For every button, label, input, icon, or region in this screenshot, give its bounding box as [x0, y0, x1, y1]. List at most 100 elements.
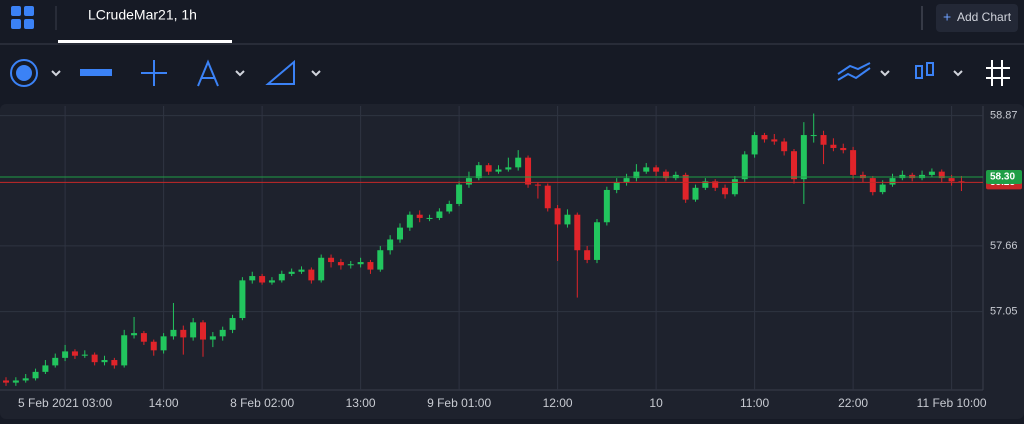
chart-panel [0, 104, 1024, 419]
fib-tool-button[interactable] [265, 59, 295, 85]
chart-tab[interactable]: LCrudeMar21, 1h [88, 7, 197, 23]
x-tick-label: 13:00 [346, 396, 376, 410]
candle-body [682, 174, 689, 200]
candle-body [288, 271, 295, 274]
candle-body [229, 318, 236, 330]
interval-button[interactable] [10, 59, 38, 87]
y-tick-label: 58.87 [990, 110, 1018, 122]
candle-body [810, 135, 817, 137]
candle-body [869, 178, 876, 193]
candle-body [268, 280, 275, 283]
candle-body [672, 174, 679, 179]
candle-body [741, 154, 748, 180]
candle-body [643, 167, 650, 172]
candle-body [71, 351, 78, 356]
tab-underline [58, 40, 232, 43]
candle-body [377, 250, 384, 270]
candle-body [131, 333, 138, 336]
candle-body [308, 269, 315, 281]
candle-body [406, 214, 413, 228]
candle-body [200, 322, 206, 340]
price-tag-label: 58.30 [990, 172, 1015, 183]
candle-body [150, 341, 157, 351]
candle-body [170, 329, 177, 337]
candle-body [91, 354, 98, 363]
candle-body [712, 181, 719, 188]
candle-body [623, 178, 630, 183]
dropdown[interactable] [51, 70, 61, 77]
candle-body [180, 329, 187, 338]
candle-body [121, 335, 128, 366]
candle-body [328, 257, 335, 263]
candle-body [495, 169, 502, 172]
candle-body [731, 179, 738, 195]
candle-body [692, 187, 699, 200]
toolbar [10, 59, 1010, 87]
price-tag [986, 170, 1022, 185]
candle-body [948, 178, 955, 182]
candle-body [928, 171, 935, 175]
candle-body [278, 273, 285, 281]
candle-body [919, 174, 926, 179]
indicators-button[interactable] [837, 62, 871, 81]
candle-body [239, 280, 246, 319]
candle-body [515, 157, 522, 168]
candle-body [800, 135, 807, 180]
candle-body [465, 178, 472, 185]
header-bar [0, 0, 1024, 44]
candle-body [397, 227, 403, 240]
candle-body [111, 360, 118, 366]
candle-body [249, 276, 256, 281]
candle-body [525, 157, 532, 185]
candle-body [633, 171, 640, 179]
candle-body [101, 360, 108, 363]
x-tick-label: 5 Feb 2021 03:00 [18, 396, 112, 410]
candle-body [337, 262, 344, 266]
candle-body [426, 217, 433, 219]
candle-body [958, 181, 965, 183]
candle-body [140, 333, 147, 342]
candle-body [722, 187, 729, 195]
candle-body [909, 174, 916, 179]
candle-body [81, 354, 88, 356]
y-tick-label: 57.66 [990, 240, 1018, 252]
candle-body [554, 208, 561, 225]
x-tick-label: 11 Feb 10:00 [917, 396, 987, 410]
candle-body [357, 262, 364, 265]
candle-body [32, 371, 39, 379]
candle-body [613, 182, 620, 190]
candle-body [771, 139, 778, 142]
layout-icon[interactable] [11, 6, 34, 29]
candle-body [219, 329, 226, 337]
candle-body [603, 189, 610, 223]
candle-body [859, 174, 866, 179]
candle-body [505, 167, 512, 170]
x-tick-label: 22:00 [838, 396, 868, 410]
candle-body [475, 165, 482, 179]
chart-type-button[interactable] [80, 69, 112, 76]
candle-body [62, 351, 69, 358]
crosshair-button[interactable] [141, 60, 167, 86]
candle-body [259, 276, 266, 283]
grid-toggle[interactable] [986, 60, 1010, 86]
candle-body [889, 178, 896, 185]
x-tick-label: 12:00 [543, 396, 573, 410]
candle-body [850, 150, 857, 175]
candle-body [879, 184, 886, 193]
x-tick-label: 14:00 [149, 396, 179, 410]
candle-body [12, 380, 19, 383]
candle-body [653, 167, 660, 172]
candle-style-button[interactable] [915, 65, 923, 79]
candle-body [318, 257, 325, 281]
candle-body [456, 184, 463, 204]
candle-body [840, 147, 847, 151]
add-chart-button[interactable] [936, 4, 1018, 32]
candle-body [160, 336, 167, 351]
candle-body [298, 269, 305, 272]
x-tick-label: 8 Feb 02:00 [230, 396, 294, 410]
candle-body [209, 336, 216, 340]
candle-body [751, 135, 758, 155]
candle-body [544, 185, 551, 209]
draw-tool-button[interactable] [197, 59, 219, 87]
